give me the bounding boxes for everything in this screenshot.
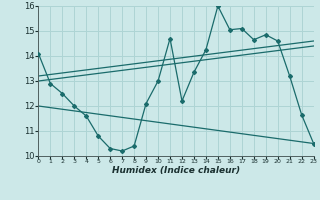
X-axis label: Humidex (Indice chaleur): Humidex (Indice chaleur) — [112, 166, 240, 175]
